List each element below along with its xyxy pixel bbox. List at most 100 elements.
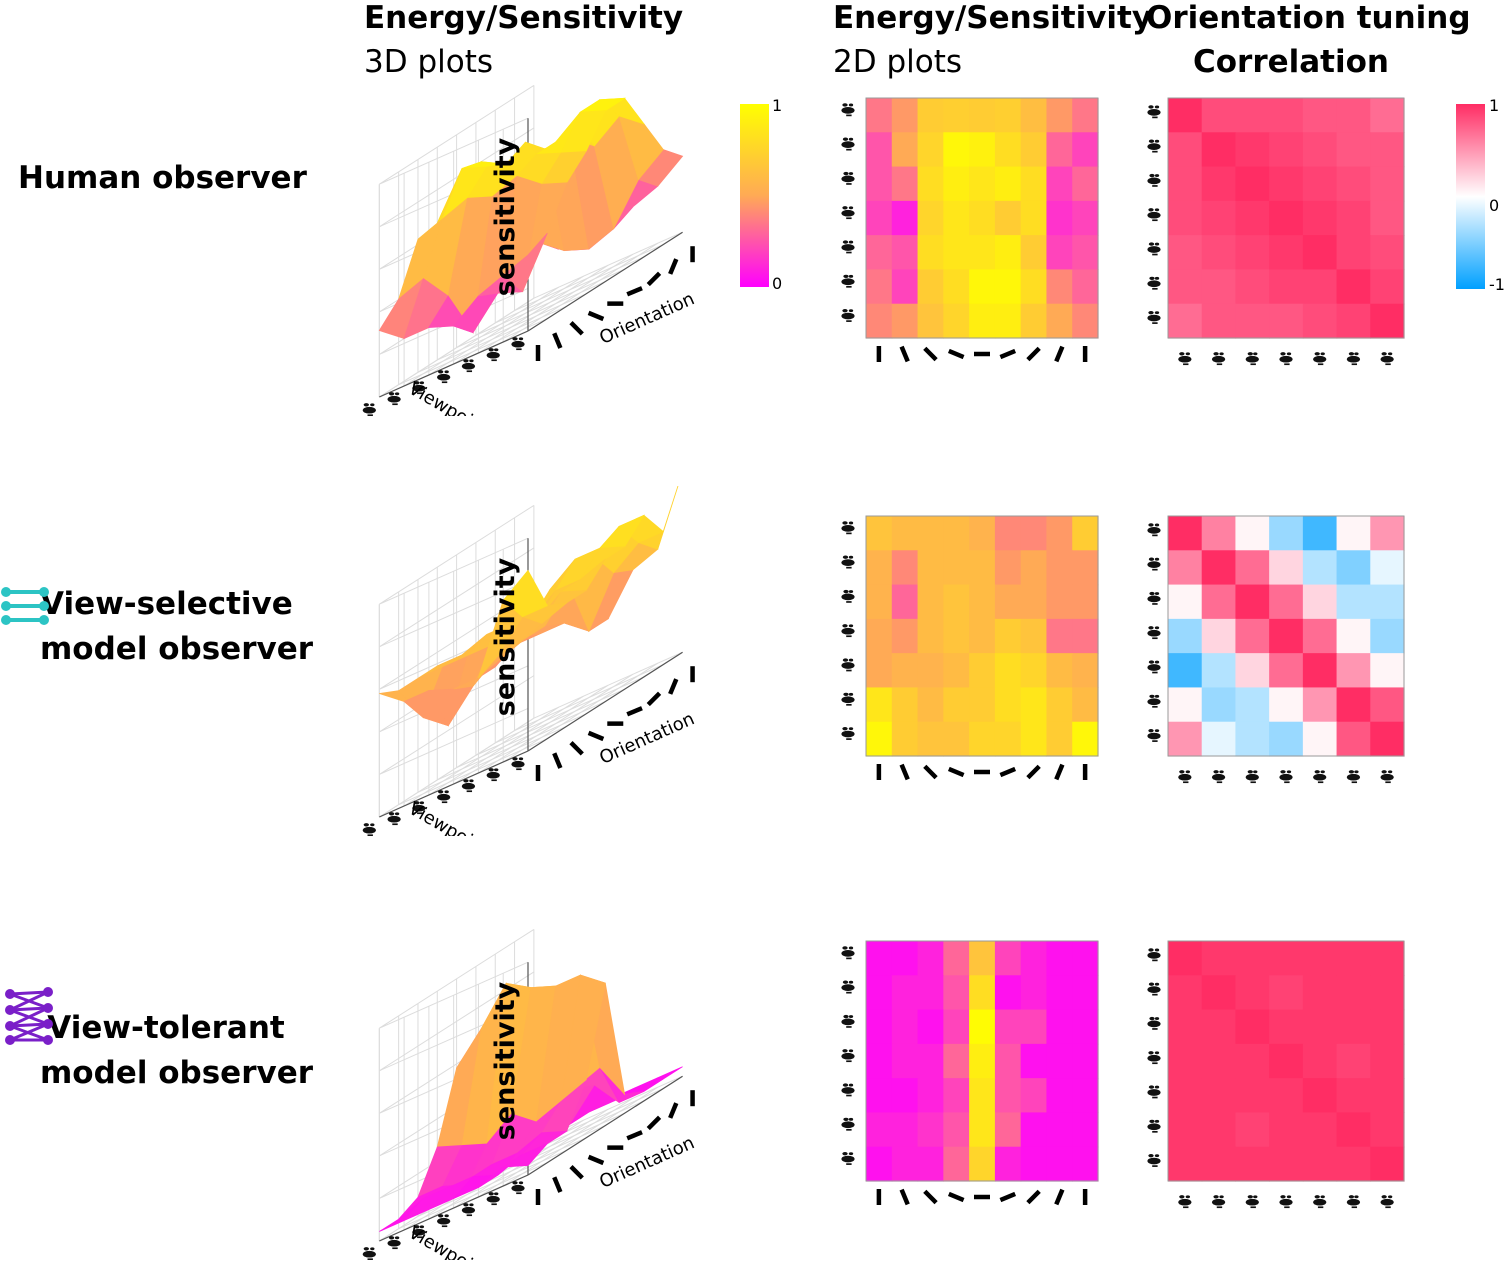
icon-edge bbox=[9, 1022, 49, 1028]
heatmap-cell bbox=[994, 235, 1022, 271]
correlation-cell bbox=[1370, 975, 1405, 1011]
orientation-bar-icon bbox=[1026, 764, 1041, 780]
heatmap-cell bbox=[1072, 584, 1099, 620]
heatmap-cell bbox=[994, 721, 1022, 757]
correlation-cell bbox=[1336, 303, 1371, 339]
face-viewpoint-icon bbox=[841, 946, 855, 960]
face-viewpoint-icon bbox=[1147, 982, 1161, 996]
heatmap-cell bbox=[891, 1078, 919, 1114]
correlation-heatmap-view-tolerant bbox=[1147, 940, 1405, 1209]
correlation-cell bbox=[1370, 1146, 1405, 1182]
heatmap-cell bbox=[969, 1146, 996, 1182]
row-label-view-selective: View-selective model observer bbox=[40, 582, 313, 672]
face-viewpoint-icon bbox=[1147, 626, 1161, 640]
correlation-cell bbox=[1201, 1043, 1237, 1079]
correlation-cell bbox=[1235, 516, 1270, 551]
heatmap-cell bbox=[917, 975, 944, 1011]
heatmap-cell bbox=[1072, 235, 1099, 271]
icon-node bbox=[39, 601, 49, 611]
correlation-cell bbox=[1201, 687, 1237, 723]
surface-patch bbox=[638, 1066, 683, 1091]
correlation-cell bbox=[1168, 132, 1203, 168]
heatmap-cell bbox=[943, 303, 970, 339]
face-viewpoint-icon bbox=[1147, 694, 1161, 708]
correlation-cell bbox=[1370, 1078, 1405, 1114]
orientation-bar-icon bbox=[999, 348, 1017, 360]
sensitivity-colorbar: 1 0 bbox=[740, 96, 782, 293]
correlation-cell bbox=[1370, 235, 1405, 271]
correlation-colorbar-max-label: 1 bbox=[1489, 96, 1499, 115]
correlation-cell bbox=[1336, 653, 1371, 689]
heatmap-cell bbox=[994, 584, 1022, 620]
correlation-cell bbox=[1168, 584, 1203, 620]
correlation-cell bbox=[1168, 303, 1203, 339]
correlation-cell bbox=[1302, 200, 1338, 236]
icon-node bbox=[1, 601, 11, 611]
viewpoint-axis-label: Viewpoint bbox=[405, 1222, 492, 1260]
correlation-cell bbox=[1336, 166, 1371, 202]
heatmap-cell bbox=[1020, 1112, 1048, 1148]
face-viewpoint-icon bbox=[841, 589, 855, 603]
heatmap-cell bbox=[866, 975, 893, 1011]
correlation-cell bbox=[1302, 303, 1338, 339]
sensitivity-heatmap-view-tolerant bbox=[841, 940, 1099, 1206]
face-viewpoint-icon bbox=[437, 370, 451, 384]
face-viewpoint-icon bbox=[1147, 208, 1161, 222]
heatmap-cell bbox=[994, 550, 1022, 586]
heatmap-cell bbox=[1046, 303, 1073, 339]
face-viewpoint-icon bbox=[841, 1049, 855, 1063]
orientation-bar-icon bbox=[668, 678, 679, 695]
orientation-bar-icon bbox=[569, 741, 584, 756]
face-viewpoint-icon bbox=[387, 812, 401, 826]
correlation-cell bbox=[1235, 1009, 1270, 1045]
heatmap-cell bbox=[866, 1009, 893, 1045]
heatmap-cell bbox=[969, 132, 996, 168]
heatmap-frame bbox=[865, 515, 1099, 757]
heatmap-cell bbox=[1072, 975, 1099, 1011]
correlation-cell bbox=[1302, 550, 1338, 586]
face-viewpoint-icon bbox=[1147, 948, 1161, 962]
heatmap-cell bbox=[943, 975, 970, 1011]
correlation-cell bbox=[1336, 1043, 1371, 1079]
surface-patch bbox=[501, 1143, 548, 1168]
face-viewpoint-icon bbox=[511, 757, 525, 771]
face-viewpoint-icon bbox=[1147, 728, 1161, 742]
heatmap-cell bbox=[1020, 1043, 1048, 1079]
heatmap-frame bbox=[865, 940, 1099, 1182]
face-viewpoint-icon bbox=[841, 726, 855, 740]
heatmap-cell bbox=[917, 516, 944, 551]
heatmap-cell bbox=[994, 975, 1022, 1011]
heatmap-cell bbox=[866, 941, 893, 976]
correlation-cell bbox=[1269, 1146, 1304, 1182]
heatmap-cell bbox=[1020, 269, 1048, 305]
correlation-cell bbox=[1302, 98, 1338, 133]
heatmap-cell bbox=[891, 269, 919, 305]
heatmap-cell bbox=[1072, 1078, 1099, 1114]
correlation-cell bbox=[1201, 975, 1237, 1011]
heatmap-cell bbox=[969, 166, 996, 202]
correlation-cell bbox=[1302, 1043, 1338, 1079]
correlation-cell bbox=[1302, 1009, 1338, 1045]
heatmap-cell bbox=[943, 550, 970, 586]
heatmap-frame bbox=[865, 97, 1099, 339]
correlation-cell bbox=[1269, 303, 1304, 339]
correlation-cell bbox=[1269, 98, 1304, 133]
heatmap-cell bbox=[994, 166, 1022, 202]
heatmap-cell bbox=[866, 1078, 893, 1114]
heatmap-cell bbox=[969, 618, 996, 654]
icon-edge bbox=[9, 990, 49, 996]
title-3d-line2: 3D plots bbox=[364, 44, 494, 80]
face-viewpoint-icon bbox=[1147, 591, 1161, 605]
heatmap-cell bbox=[1072, 653, 1099, 689]
correlation-cell bbox=[1370, 516, 1405, 551]
orientation-bar-icon bbox=[923, 1189, 938, 1205]
orientation-bar-icon bbox=[552, 332, 563, 349]
heatmap-cell bbox=[969, 1078, 996, 1114]
correlation-cell bbox=[1336, 1146, 1371, 1182]
heatmap-cell bbox=[969, 941, 996, 976]
heatmap-cell bbox=[1046, 235, 1073, 271]
correlation-cell bbox=[1370, 941, 1405, 976]
icon-edge bbox=[9, 990, 49, 1012]
heatmap-cell bbox=[943, 653, 970, 689]
heatmap-cell bbox=[866, 687, 893, 723]
